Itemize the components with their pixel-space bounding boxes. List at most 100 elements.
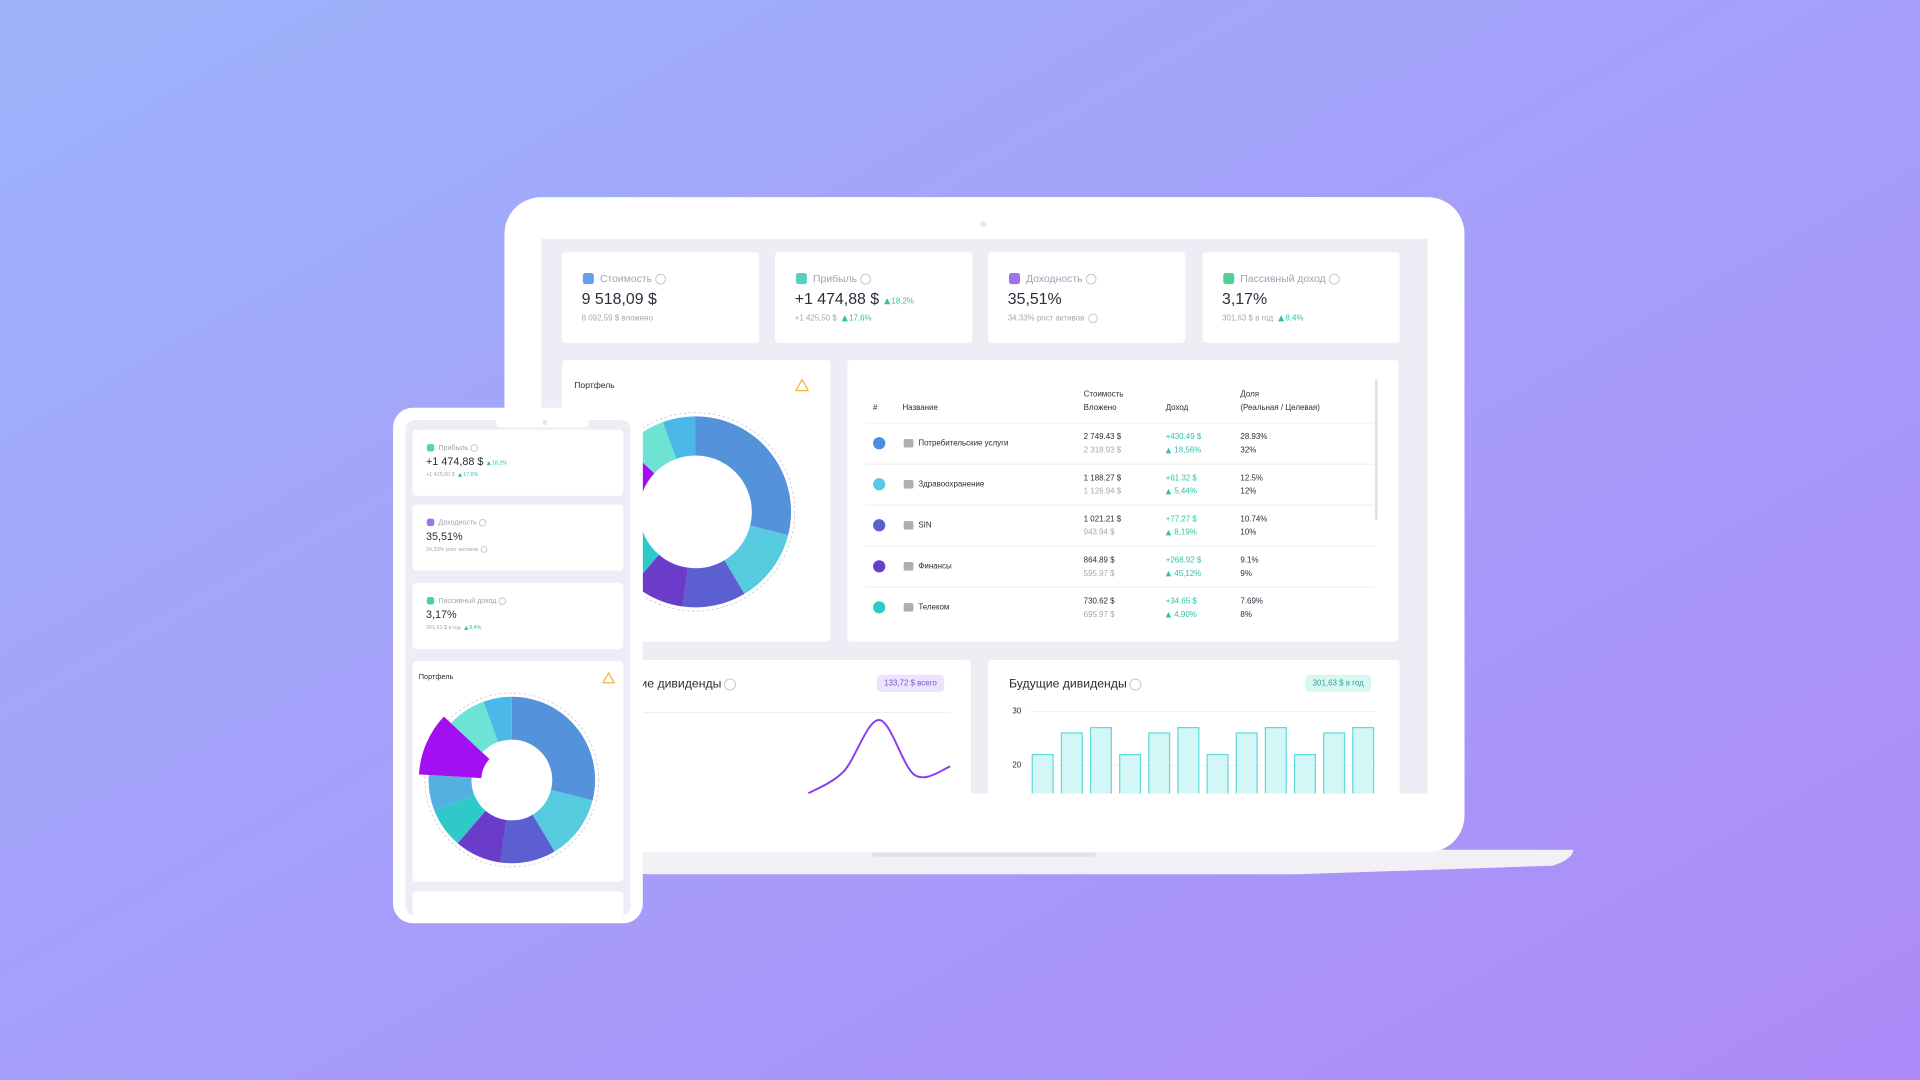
- card-title: Пассивный доход: [1240, 274, 1325, 285]
- up-arrow: [1165, 447, 1172, 454]
- help-icon: [1088, 313, 1098, 324]
- row-invested: 2 318.93 $: [1084, 446, 1122, 455]
- card-sub: 8 092,59 $ вложено: [582, 313, 654, 322]
- next-panel: [412, 891, 624, 916]
- card-value: 35,51%: [1008, 291, 1062, 308]
- card-sub: +1 425,50 $: [795, 313, 838, 322]
- card-value: 35,51%: [426, 531, 463, 543]
- up-arrow: [464, 625, 469, 630]
- stat-card: [988, 252, 1186, 343]
- up-arrow: [884, 298, 891, 305]
- row-invested: 1 126.94 $: [1084, 487, 1122, 496]
- row-dot: [873, 478, 886, 491]
- row-target: 12%: [1240, 487, 1256, 496]
- row-income-pct: 4,90%: [1174, 610, 1197, 619]
- card-sub-badge: 8,4%: [1285, 313, 1303, 322]
- card-title: Прибыль: [813, 273, 857, 285]
- row-value: 2 749.43 $: [1084, 432, 1122, 441]
- row-target: 10%: [1240, 528, 1256, 537]
- donut-outline: [595, 412, 796, 612]
- donut-segment: [457, 810, 507, 863]
- row-income-pct: 8,19%: [1174, 528, 1197, 537]
- card-icon: [426, 518, 435, 527]
- row-icon: [903, 438, 914, 448]
- card-title: Прибыль: [438, 444, 468, 452]
- donut-segment: [633, 554, 688, 607]
- col-header: Стоимость: [1084, 389, 1124, 398]
- bar: [1031, 753, 1054, 794]
- bar: [1206, 753, 1229, 794]
- row-target: 8%: [1240, 610, 1251, 619]
- stat-card: [562, 252, 760, 343]
- row-invested: 595.97 $: [1084, 569, 1115, 578]
- donut-segment: [500, 814, 555, 864]
- total-badge-bg: [876, 674, 945, 692]
- card-value: 3,17%: [1222, 291, 1267, 308]
- card-sub: 34,33% рост активов: [1008, 313, 1085, 322]
- card-icon: [1008, 273, 1020, 285]
- bar: [1352, 726, 1375, 794]
- phone-screen: Прибыль +1 474,88 $ 18,2% +1 425,50 $ 17,6% Д…: [405, 420, 631, 916]
- row-target: 9%: [1240, 569, 1251, 578]
- laptop-base: [483, 849, 1574, 875]
- col-header: (Реальная / Целевая): [1240, 403, 1320, 412]
- y-tick-label: 30: [1012, 707, 1021, 716]
- donut-segment: [483, 696, 512, 743]
- row-dot: [873, 519, 886, 532]
- row-share: 28.93%: [1240, 432, 1267, 441]
- phone-camera: [542, 420, 548, 425]
- panel-title: Портфель: [419, 672, 454, 681]
- donut-segment: [511, 696, 596, 801]
- stat-card: [775, 252, 973, 343]
- panel-title: Будущие дивиденды: [1009, 677, 1127, 691]
- row-value: 864.89 $: [1084, 555, 1115, 564]
- card-sub-badge: 17,6%: [849, 313, 872, 322]
- donut-segment: [695, 416, 792, 536]
- up-arrow: [1165, 570, 1172, 577]
- donut-segment: [662, 416, 696, 459]
- row-income-pct: 45,12%: [1174, 569, 1201, 578]
- card-badge: 18,2%: [492, 461, 508, 467]
- card-badge: 18,2%: [891, 296, 914, 305]
- row-icon: [903, 562, 914, 571]
- row-value: 730.62 $: [1084, 596, 1115, 605]
- help-icon: [1129, 678, 1142, 691]
- row-share: 7.69%: [1240, 596, 1263, 605]
- help-icon: [723, 678, 736, 691]
- help-icon: [478, 518, 487, 527]
- row-value: 1 188.27 $: [1084, 473, 1122, 482]
- total-badge-bg: [1305, 674, 1372, 692]
- card-value: +1 474,88 $: [426, 456, 483, 468]
- row-income: +61.32 $: [1166, 473, 1198, 482]
- card-sub: 301,63 $ в год: [1222, 313, 1273, 322]
- donut-segment: [532, 789, 593, 852]
- row-share: 12.5%: [1240, 473, 1263, 482]
- row-dot: [873, 601, 886, 614]
- up-arrow: [458, 472, 463, 477]
- card-value: +1 474,88 $: [795, 291, 880, 308]
- card-icon: [426, 597, 435, 605]
- y-tick-label: 20: [1012, 760, 1021, 769]
- donut-segment: [418, 716, 490, 779]
- bar: [1264, 726, 1287, 794]
- bar: [1177, 726, 1200, 794]
- panel-title: ие дивиденды: [640, 677, 721, 691]
- help-icon: [480, 546, 488, 553]
- donut-segment: [450, 701, 499, 753]
- card-sub-badge: 8,4%: [469, 625, 482, 631]
- laptop-screen: Стоимость 9 518,09 $ 8 092,59 $ вложено При…: [541, 238, 1428, 794]
- donut-segment: [682, 560, 745, 608]
- up-arrow: [1165, 529, 1172, 536]
- card-value: 9 518,09 $: [582, 291, 657, 308]
- up-arrow: [1278, 315, 1285, 322]
- card-icon: [582, 273, 594, 285]
- row-target: 32%: [1240, 446, 1256, 455]
- row-name: Финансы: [918, 561, 952, 570]
- row-name: Здравоохранение: [918, 479, 985, 488]
- dividends-panel: [562, 660, 972, 794]
- row-invested: 695.97 $: [1084, 610, 1115, 619]
- stat-card: [412, 429, 624, 496]
- row-dot: [873, 560, 886, 573]
